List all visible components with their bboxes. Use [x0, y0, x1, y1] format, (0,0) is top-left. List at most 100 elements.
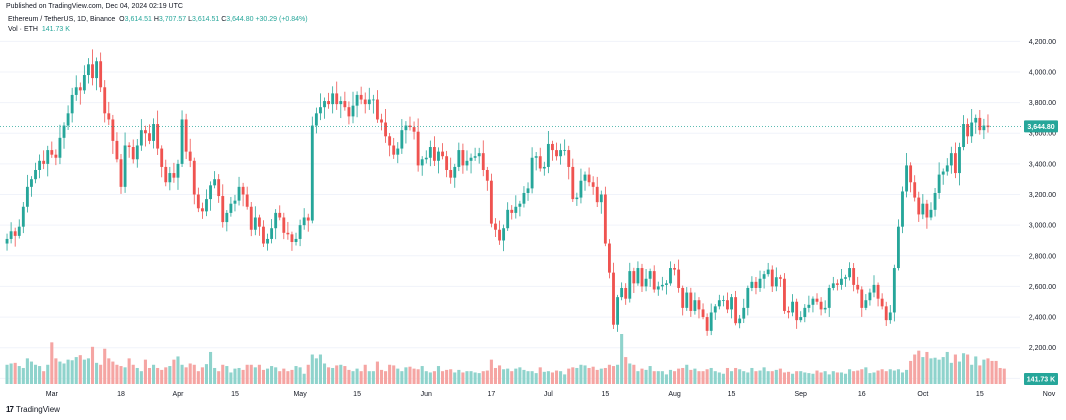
candle-body — [636, 268, 640, 284]
candle-body — [941, 171, 945, 175]
candle-body — [359, 94, 363, 100]
volume-bar — [99, 364, 103, 384]
volume-bar — [603, 367, 607, 384]
volume-bar — [591, 366, 595, 384]
candle-body — [404, 125, 408, 131]
candle-body — [42, 160, 46, 164]
volume-bar — [693, 368, 697, 384]
volume-bar — [469, 371, 473, 384]
candle-body — [217, 179, 221, 197]
volume-bar — [497, 365, 502, 384]
candle-body — [603, 194, 607, 244]
volume-bar — [884, 371, 888, 384]
volume-bar — [607, 364, 611, 384]
volume-bar — [774, 369, 778, 384]
candle-body — [127, 145, 131, 148]
volume-bar — [481, 371, 485, 384]
candle-body — [200, 208, 204, 212]
tradingview-footer[interactable]: 17 TradingView — [6, 404, 60, 416]
candle-body — [274, 212, 278, 229]
candle-body — [412, 127, 416, 132]
candle-body — [534, 156, 538, 158]
candle-body — [644, 278, 648, 287]
y-tick-label: 2,200.00 — [1029, 345, 1056, 352]
x-tick-label: 16 — [858, 391, 866, 398]
candle-body — [310, 125, 314, 221]
candle-body — [327, 101, 331, 105]
volume-bar — [998, 367, 1002, 384]
candle-body — [795, 301, 799, 321]
volume-bar — [970, 364, 974, 384]
volume-bar — [314, 358, 318, 384]
candle-body — [469, 157, 473, 161]
volume-bar — [485, 370, 489, 384]
candle-body — [428, 147, 432, 158]
ohlc-row: Ethereum / TetherUS, 1D, Binance O3,614.… — [8, 15, 308, 25]
symbol-label[interactable]: Ethereum / TetherUS, 1D, Binance — [8, 16, 116, 23]
volume-bar — [74, 357, 78, 384]
candle-body — [559, 150, 563, 157]
candle-body — [367, 99, 371, 105]
candle-body — [400, 130, 404, 149]
volume-bar — [685, 364, 689, 384]
candle-body — [388, 136, 392, 146]
volume-bar — [811, 373, 815, 384]
candle-body — [229, 203, 233, 213]
volume-bar — [526, 371, 530, 384]
volume-bar — [807, 373, 811, 384]
candle-body — [693, 300, 697, 311]
candle-body — [424, 157, 428, 160]
y-tick-label: 3,400.00 — [1029, 161, 1056, 168]
candle-body — [50, 150, 54, 155]
candle-body — [66, 113, 70, 126]
candle-body — [591, 182, 595, 187]
volume-bar — [139, 371, 143, 384]
candle-body — [608, 243, 611, 273]
volume-bar — [428, 372, 432, 384]
volume-bar — [1002, 368, 1006, 384]
candle-body — [152, 124, 155, 141]
volume-bar — [445, 369, 449, 384]
candle-body — [209, 185, 212, 200]
candle-body — [477, 153, 481, 157]
volume-bar — [339, 364, 343, 384]
candle-body — [726, 300, 729, 310]
candle-body — [306, 217, 310, 221]
candle-body — [62, 125, 66, 138]
candle-body — [648, 271, 652, 279]
volume-bar — [127, 358, 131, 384]
volume-bar — [115, 364, 119, 384]
candle-body — [502, 228, 506, 241]
volume-bar — [978, 365, 982, 384]
volume-bar — [514, 368, 518, 384]
candle-body — [551, 143, 554, 151]
candle-body — [245, 194, 249, 207]
volume-bar — [209, 351, 213, 384]
volume-bar — [905, 369, 909, 384]
y-tick-label: 3,600.00 — [1029, 131, 1056, 138]
candle-body — [620, 287, 624, 298]
candle-body — [115, 140, 119, 160]
candle-body — [103, 87, 107, 114]
candle-body — [864, 300, 868, 308]
volume-bar — [896, 369, 900, 384]
volume-bar — [664, 374, 668, 384]
volume-bar — [436, 366, 441, 384]
candle-body — [205, 199, 208, 212]
y-tick-label: 2,800.00 — [1029, 253, 1056, 260]
volume-bar — [860, 369, 864, 384]
candle-body — [13, 231, 17, 236]
y-tick-label: 4,000.00 — [1029, 69, 1056, 76]
volume-bar — [795, 371, 799, 384]
volume-bar — [367, 371, 371, 384]
volume-bar — [347, 369, 351, 384]
volume-bar — [270, 366, 274, 384]
volume-bar — [530, 371, 534, 384]
candle-body — [917, 197, 921, 215]
candle-body — [262, 226, 265, 244]
volume-bar — [538, 367, 542, 384]
volume-bar — [131, 364, 135, 384]
volume-tag-label: 141.73 K — [1027, 377, 1055, 384]
candle-body — [945, 165, 949, 172]
